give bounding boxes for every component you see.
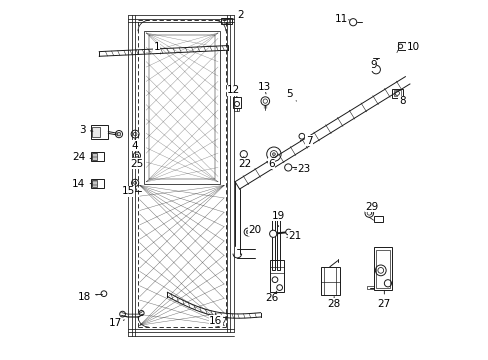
Bar xyxy=(373,216,382,222)
Bar xyxy=(144,31,219,184)
Text: 21: 21 xyxy=(286,231,301,240)
Text: 8: 8 xyxy=(394,96,405,106)
Text: 16: 16 xyxy=(209,314,222,325)
Bar xyxy=(223,19,228,23)
Text: 19: 19 xyxy=(271,211,285,226)
Text: 9: 9 xyxy=(369,59,377,70)
Text: 25: 25 xyxy=(130,158,143,169)
Bar xyxy=(270,260,284,292)
Text: 29: 29 xyxy=(365,202,378,214)
Text: 14: 14 xyxy=(72,179,92,189)
Text: 6: 6 xyxy=(267,157,274,169)
Bar xyxy=(366,286,373,289)
Text: 11: 11 xyxy=(334,14,348,24)
Text: 3: 3 xyxy=(79,125,93,135)
Bar xyxy=(397,42,408,50)
Bar xyxy=(320,267,340,296)
Circle shape xyxy=(117,132,121,136)
Text: 26: 26 xyxy=(264,291,278,303)
Bar xyxy=(92,127,100,137)
Bar xyxy=(148,36,215,179)
Bar xyxy=(91,179,104,188)
Text: 17: 17 xyxy=(108,319,124,328)
Text: 18: 18 xyxy=(78,292,97,302)
Circle shape xyxy=(285,229,291,235)
Bar xyxy=(91,152,104,161)
Bar xyxy=(393,90,400,96)
Text: 20: 20 xyxy=(247,225,261,235)
Text: 7: 7 xyxy=(300,136,312,145)
Text: 24: 24 xyxy=(72,152,91,162)
Bar xyxy=(376,249,389,288)
Text: 23: 23 xyxy=(294,164,310,174)
Text: 28: 28 xyxy=(327,297,340,309)
Bar xyxy=(92,180,97,187)
Circle shape xyxy=(269,230,276,237)
Text: 15: 15 xyxy=(121,186,135,197)
Bar xyxy=(221,18,232,24)
Text: 10: 10 xyxy=(405,42,419,52)
Text: 13: 13 xyxy=(257,82,270,94)
Text: 22: 22 xyxy=(237,157,251,169)
Bar xyxy=(92,153,97,160)
Bar xyxy=(391,89,402,98)
Bar xyxy=(234,108,239,111)
Bar xyxy=(373,247,391,291)
Text: 12: 12 xyxy=(226,85,240,98)
Bar xyxy=(272,215,275,270)
Circle shape xyxy=(272,153,275,156)
Text: 2: 2 xyxy=(232,10,244,20)
Bar xyxy=(91,125,108,139)
Bar xyxy=(277,215,280,270)
Text: 1: 1 xyxy=(153,42,160,54)
Bar xyxy=(233,97,241,108)
Text: 5: 5 xyxy=(285,89,296,101)
Text: 27: 27 xyxy=(377,291,390,309)
Text: 4: 4 xyxy=(132,139,138,151)
